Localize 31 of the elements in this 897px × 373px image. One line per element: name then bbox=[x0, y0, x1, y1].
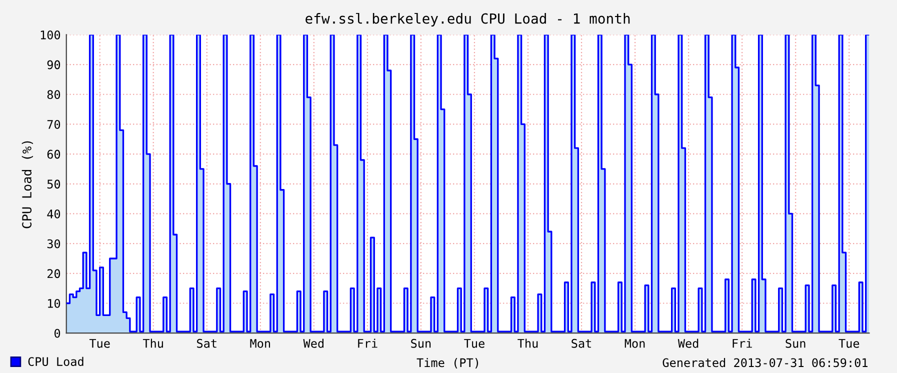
chart-title: efw.ssl.berkeley.edu CPU Load - 1 month bbox=[306, 12, 630, 26]
x-axis-title: Time (PT) bbox=[416, 358, 478, 369]
x-tick-label: Tue bbox=[464, 339, 484, 348]
y-tick-label: 60 bbox=[47, 150, 60, 159]
y-tick-label: 10 bbox=[48, 299, 60, 308]
y-tick-label: 50 bbox=[47, 180, 60, 189]
text: Generated 2013-07-31 06:59:01 bbox=[662, 358, 868, 368]
x-tick-label: Thu bbox=[142, 338, 163, 348]
x-tick-label: Tue bbox=[838, 339, 860, 348]
x-tick-label: Sun bbox=[786, 338, 806, 348]
y-tick-label: 30 bbox=[47, 239, 60, 248]
y-tick-label: 80 bbox=[47, 90, 60, 100]
legend-label: CPU Load bbox=[28, 356, 84, 366]
x-tick-label: Mon bbox=[250, 339, 270, 348]
x-tick-label: Wed bbox=[678, 338, 698, 348]
x-tick-label: Tue bbox=[89, 339, 110, 348]
y-axis-title: CPU Load (%) bbox=[22, 141, 33, 228]
y-tick-label: 90 bbox=[47, 60, 60, 70]
y-tick-label: 70 bbox=[47, 120, 60, 129]
y-tick-label: 40 bbox=[47, 209, 60, 218]
x-tick-label: Mon bbox=[624, 339, 645, 348]
x-tick-label: Sun bbox=[411, 338, 431, 348]
x-tick-label: Sat bbox=[572, 338, 592, 348]
y-tick-label: 100 bbox=[40, 30, 60, 40]
x-tick-label: Fri bbox=[732, 338, 752, 348]
x-tick-label: Wed bbox=[303, 338, 324, 348]
y-tick-label: 20 bbox=[47, 269, 60, 278]
x-tick-label: Thu bbox=[518, 338, 538, 348]
y-tick-label: 0 bbox=[54, 328, 60, 338]
x-tick-label: Fri bbox=[358, 338, 378, 348]
x-tick-label: Sat bbox=[197, 338, 216, 348]
